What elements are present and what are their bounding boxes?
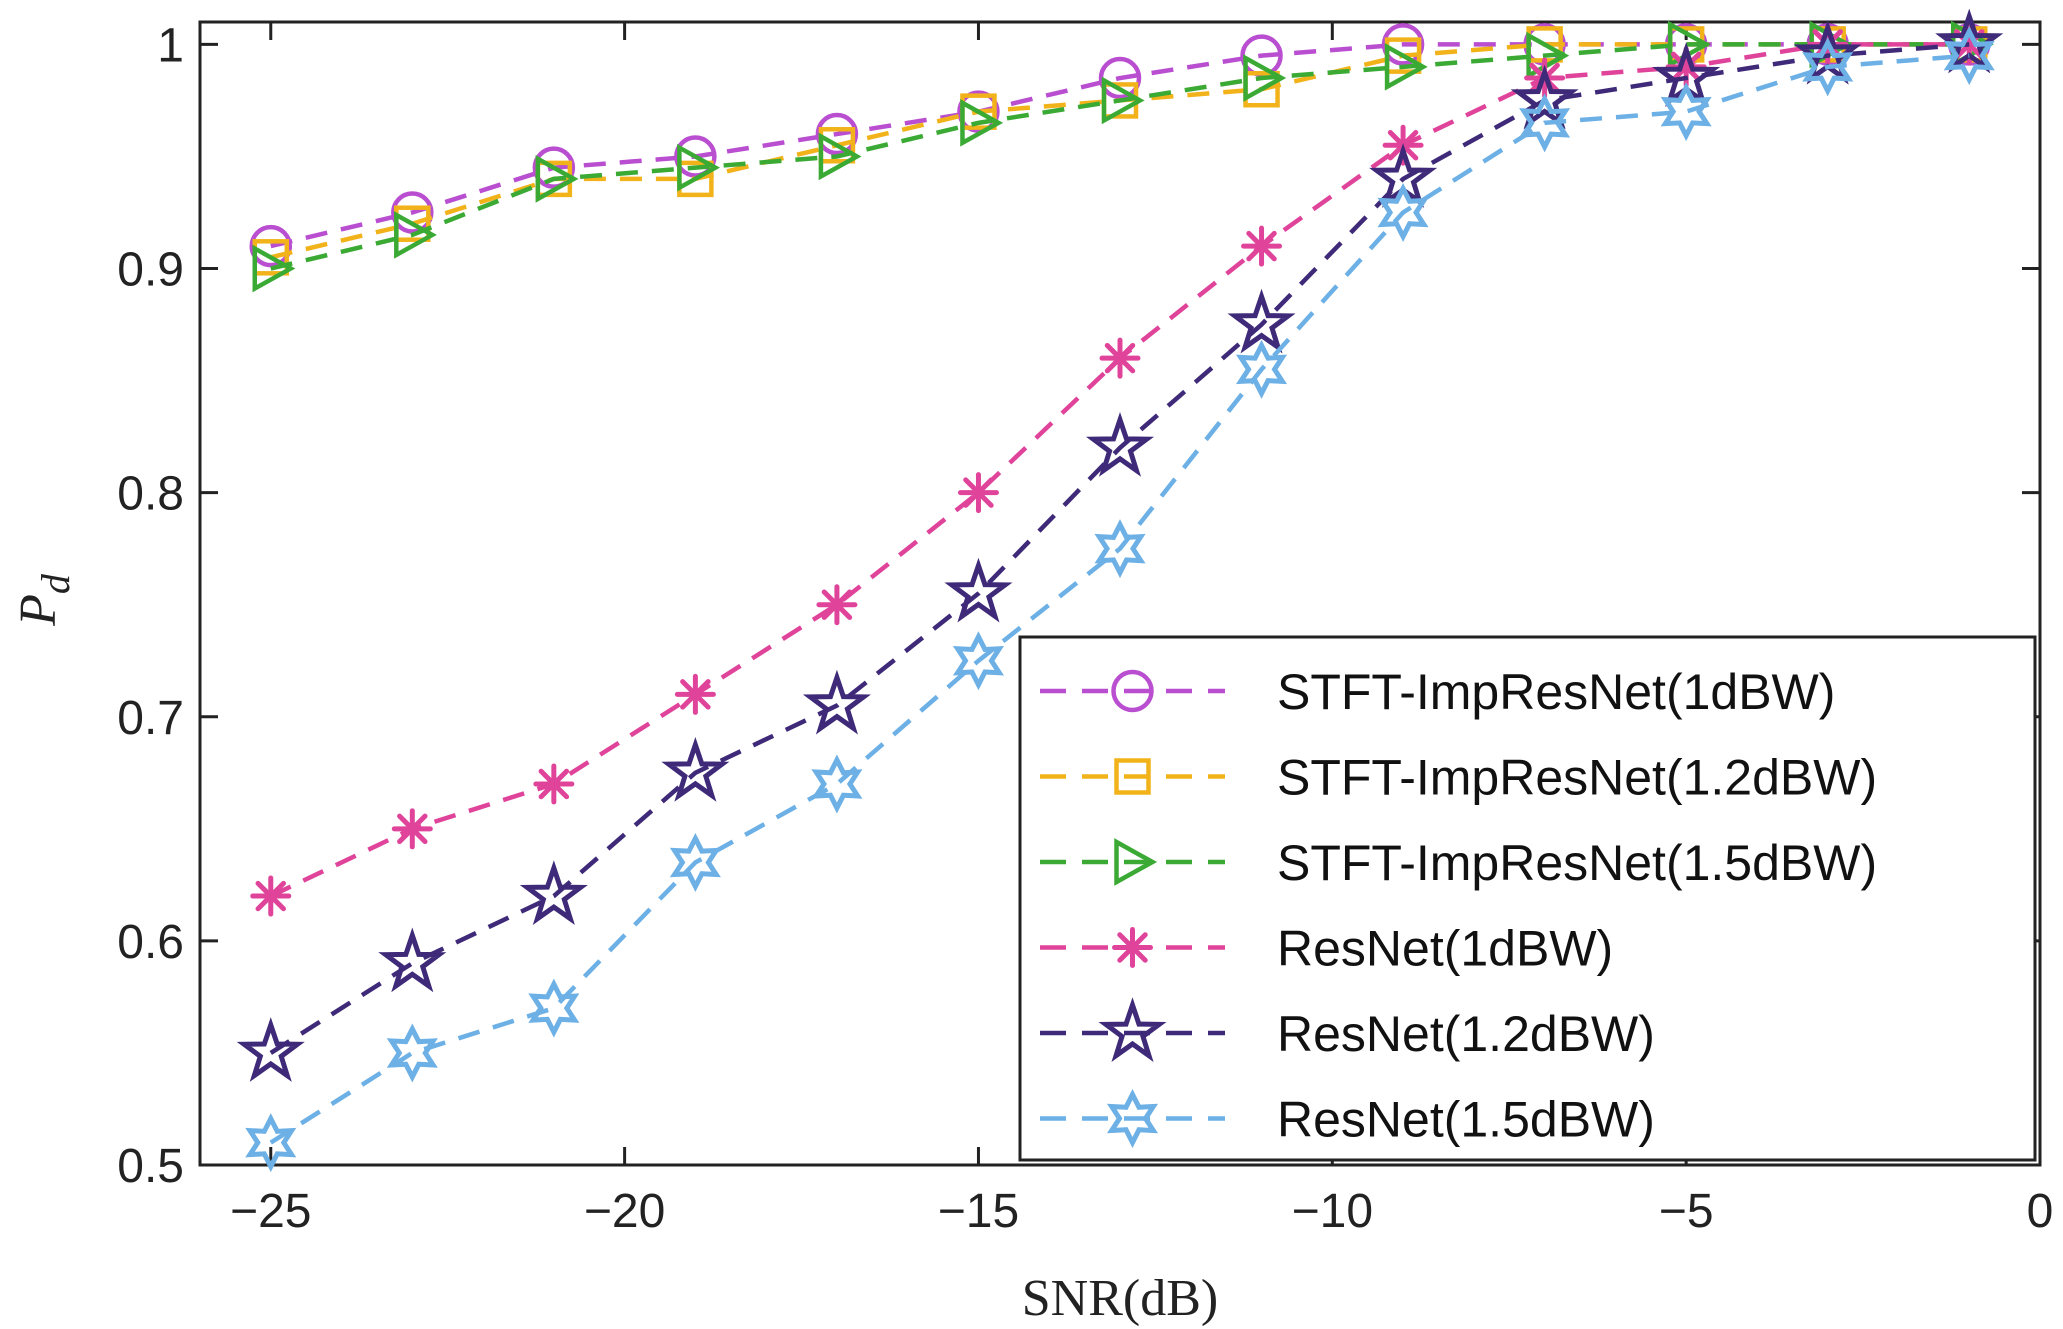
legend-label: ResNet(1.5dBW) bbox=[1277, 1092, 1655, 1148]
data-point-resnet-1-5dbw bbox=[952, 631, 1005, 691]
svg-text:Pd: Pd bbox=[10, 573, 78, 627]
legend-item-stft-impresnet-1dbw: STFT-ImpResNet(1dBW) bbox=[1040, 664, 1835, 720]
x-tick-label: −20 bbox=[584, 1185, 665, 1238]
data-point-resnet-1-5dbw bbox=[528, 978, 580, 1038]
y-axis-title: Pd bbox=[10, 573, 78, 627]
data-point-resnet-1-5dbw bbox=[669, 832, 721, 892]
legend-label: STFT-ImpResNet(1dBW) bbox=[1277, 664, 1835, 720]
y-tick-label: 0.9 bbox=[117, 244, 184, 297]
series-line-resnet-1-5dbw bbox=[269, 53, 1970, 1145]
data-point-resnet-1-2dbw bbox=[944, 557, 1013, 623]
y-tick-label: 0.7 bbox=[117, 692, 184, 745]
series-resnet-1-5dbw bbox=[245, 26, 1995, 1173]
data-point-resnet-1-5dbw bbox=[811, 754, 863, 814]
data-point-stft-impresnet-1-5dbw bbox=[1384, 42, 1428, 91]
data-point-resnet-1dbw bbox=[391, 808, 433, 850]
y-tick-label: 0.8 bbox=[117, 468, 184, 521]
y-axis-title-main: P bbox=[10, 594, 67, 627]
data-point-resnet-1-5dbw bbox=[1660, 82, 1712, 142]
legend-item-resnet-1dbw: ResNet(1dBW) bbox=[1040, 921, 1613, 977]
data-point-resnet-1-5dbw bbox=[1094, 519, 1146, 579]
series-layer bbox=[236, 8, 2004, 1173]
data-point-resnet-1-5dbw bbox=[386, 1023, 438, 1083]
y-axis-title-subscript: d bbox=[33, 573, 78, 594]
data-point-resnet-1dbw bbox=[816, 584, 858, 626]
x-tick-label: −5 bbox=[1659, 1185, 1714, 1238]
data-point-resnet-1-5dbw bbox=[1235, 339, 1288, 399]
y-axis: 0.5 0.6 0.7 0.8 0.9 1 bbox=[117, 19, 2040, 1193]
data-point-resnet-1dbw bbox=[674, 673, 716, 715]
legend-marker bbox=[1111, 669, 1154, 713]
series-stft-impresnet-1-5dbw bbox=[252, 20, 1994, 293]
x-tick-label: −10 bbox=[1292, 1185, 1373, 1238]
x-tick-label: −25 bbox=[230, 1185, 311, 1238]
data-point-resnet-1-2dbw bbox=[1227, 288, 1296, 354]
data-point-stft-impresnet-1dbw bbox=[1381, 23, 1425, 66]
series-resnet-1-2dbw bbox=[236, 8, 2004, 1082]
data-point-resnet-1-2dbw bbox=[236, 1017, 305, 1082]
data-point-stft-impresnet-1dbw bbox=[532, 146, 576, 189]
data-point-resnet-1dbw bbox=[957, 472, 999, 514]
data-point-stft-impresnet-1dbw bbox=[1098, 56, 1142, 100]
data-point-stft-impresnet-1dbw bbox=[674, 135, 717, 178]
data-point-stft-impresnet-1-5dbw bbox=[677, 143, 721, 192]
legend-marker bbox=[1106, 1088, 1159, 1149]
data-point-stft-impresnet-1-5dbw bbox=[818, 132, 862, 181]
data-point-stft-impresnet-1-5dbw bbox=[535, 155, 579, 203]
legend: STFT-ImpResNet(1dBW) STFT-ImpResNet(1.2dB… bbox=[1018, 635, 2037, 1162]
x-tick-label: −15 bbox=[938, 1185, 1019, 1238]
data-point-resnet-1-5dbw bbox=[245, 1113, 297, 1173]
legend-marker bbox=[1114, 758, 1151, 795]
data-point-resnet-1dbw bbox=[1241, 225, 1283, 267]
data-point-stft-impresnet-1-5dbw bbox=[1243, 54, 1287, 102]
data-point-stft-impresnet-1dbw bbox=[957, 90, 1000, 133]
data-point-resnet-1-2dbw bbox=[519, 860, 588, 926]
legend-label: STFT-ImpResNet(1.5dBW) bbox=[1277, 835, 1877, 891]
data-point-stft-impresnet-1-5dbw bbox=[1101, 76, 1145, 125]
data-point-stft-impresnet-1dbw bbox=[391, 191, 434, 234]
data-point-stft-impresnet-1dbw bbox=[249, 224, 293, 268]
data-point-stft-impresnet-1-5dbw bbox=[252, 244, 296, 293]
series-line-resnet-1-2dbw bbox=[269, 42, 1970, 1055]
data-point-resnet-1-5dbw bbox=[1802, 37, 1854, 97]
data-point-resnet-1-2dbw bbox=[661, 736, 730, 802]
legend-marker bbox=[1112, 927, 1153, 968]
legend-item-stft-impresnet-1-2dbw: STFT-ImpResNet(1.2dBW) bbox=[1040, 750, 1877, 806]
legend-item-resnet-1-2dbw: ResNet(1.2dBW) bbox=[1040, 997, 1655, 1062]
data-point-resnet-1dbw bbox=[250, 875, 292, 917]
x-axis: −25 −20 −15 −10 −5 0 bbox=[230, 22, 2053, 1238]
legend-marker bbox=[1114, 838, 1158, 886]
series-line-stft-impresnet-1-5dbw bbox=[270, 42, 1970, 271]
data-point-resnet-1-2dbw bbox=[1510, 64, 1579, 130]
data-point-resnet-1-5dbw bbox=[1943, 26, 1995, 86]
y-tick-label: 1 bbox=[157, 19, 184, 72]
data-point-resnet-1-2dbw bbox=[1085, 412, 1155, 477]
data-point-resnet-1-5dbw bbox=[1519, 93, 1571, 153]
data-point-resnet-1dbw bbox=[533, 763, 575, 805]
legend-item-stft-impresnet-1-5dbw: STFT-ImpResNet(1.5dBW) bbox=[1040, 835, 1877, 891]
data-point-stft-impresnet-1dbw bbox=[815, 112, 859, 156]
legend-label: ResNet(1dBW) bbox=[1277, 921, 1613, 977]
data-point-stft-impresnet-1-5dbw bbox=[960, 99, 1004, 147]
data-point-resnet-1-2dbw bbox=[802, 669, 871, 735]
data-point-resnet-1-5dbw bbox=[1377, 182, 1429, 243]
x-tick-label: 0 bbox=[2027, 1185, 2054, 1238]
legend-item-resnet-1-5dbw: ResNet(1.5dBW) bbox=[1040, 1088, 1655, 1149]
legend-marker bbox=[1098, 997, 1167, 1062]
y-tick-label: 0.6 bbox=[117, 916, 184, 969]
data-point-resnet-1-2dbw bbox=[1935, 8, 2004, 74]
legend-box bbox=[1018, 635, 2037, 1162]
x-axis-title: SNR(dB) bbox=[1022, 1270, 1218, 1327]
legend-label: STFT-ImpResNet(1.2dBW) bbox=[1277, 750, 1877, 806]
legend-label: ResNet(1.2dBW) bbox=[1277, 1006, 1655, 1062]
data-point-resnet-1dbw bbox=[1099, 337, 1141, 379]
y-tick-label: 0.5 bbox=[117, 1140, 184, 1193]
data-point-stft-impresnet-1-5dbw bbox=[394, 211, 437, 259]
data-point-resnet-1-2dbw bbox=[378, 927, 447, 993]
